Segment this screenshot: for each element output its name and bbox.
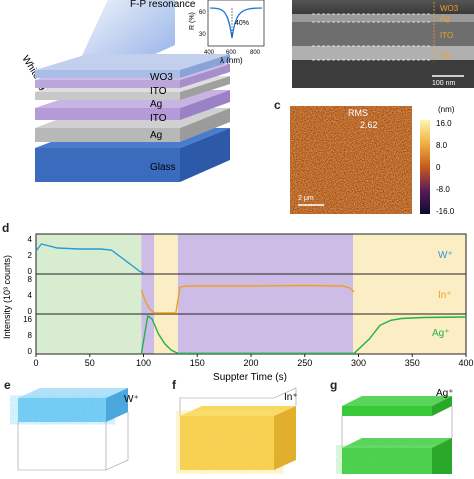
afm-rms-value: 2.62 [360, 120, 378, 130]
panel-letter-g: g [330, 378, 338, 392]
y-tick-label-2-0: 16 [23, 315, 32, 324]
x-tick-label-1: 50 [85, 358, 95, 368]
layer-label-ag-bottom: Ag [150, 130, 162, 141]
y-tick-label-0-1: 2 [28, 251, 33, 260]
reflectance-inset: 40% R (%) 60 30 400 600 800 λ (nm) [189, 0, 265, 65]
afm-map: RMS 2.62 2 μm (nm) 16.0 8.0 0 -8.0 -16.0 [290, 105, 455, 216]
sem-label-wo3: WO3 [440, 4, 459, 13]
y-tick-label-2-1: 8 [28, 331, 33, 340]
cbar-tick-m16: -16.0 [436, 207, 455, 216]
ion-label-w: W⁺ [124, 394, 139, 405]
x-tick-label-0: 0 [33, 358, 38, 368]
layer-label-ag-top: Ag [150, 99, 162, 110]
sem-label-ag-bottom: Ag [440, 50, 450, 59]
y-tick-label-1-1: 4 [28, 291, 33, 300]
x-tick-label-2: 100 [136, 358, 151, 368]
inset-xtick-400: 400 [204, 50, 215, 56]
ion-map-w: W⁺ [17, 388, 139, 471]
x-tick-label-6: 300 [351, 358, 366, 368]
ion-label-ag: Ag⁺ [436, 388, 454, 399]
panel-e: W⁺ [10, 386, 170, 474]
region-4 [353, 234, 466, 354]
y-tick-label-0-2: 0 [28, 267, 33, 276]
layer-label-wo3: WO3 [150, 72, 173, 83]
reflectance-curve [209, 7, 263, 39]
cbar-tick-0: 0 [436, 163, 441, 172]
panel-letter-c: c [274, 98, 281, 112]
panel-a-title: F-P resonance [130, 0, 196, 10]
series-line-1 [140, 284, 355, 314]
cbar-tick-16: 16.0 [436, 119, 452, 128]
chart-ylabel: Intensity (10³ counts) [2, 255, 12, 339]
afm-unit: (nm) [438, 106, 455, 114]
panel-d: 0 50 100 150 200 250 300 350 400 4 2 0 8 4 0 16 8 0 Inten… [0, 222, 474, 384]
inset-xtick-800: 800 [250, 50, 261, 56]
layer-label-ito-top: ITO [150, 86, 167, 97]
sem-label-ito: ITO [440, 31, 453, 40]
panel-letter-d: d [2, 221, 10, 235]
afm-scalebar-label: 2 μm [298, 195, 314, 202]
ion-map-ag: Ag⁺ [341, 388, 454, 474]
panel-c: RMS 2.62 2 μm (nm) 16.0 8.0 0 -8.0 -16.0 [290, 105, 474, 218]
legend-ag: Ag⁺ [432, 328, 450, 339]
y-tick-label-1-0: 8 [28, 275, 33, 284]
inset-ylabel: R (%) [189, 12, 196, 30]
series-line-0 [35, 243, 144, 274]
inset-ytick-60: 60 [199, 10, 206, 16]
layer-label-ito-bottom: ITO [150, 113, 167, 124]
afm-colorbar [420, 120, 430, 214]
region-1 [141, 234, 155, 354]
panel-letter-e: e [4, 378, 11, 392]
x-tick-label-3: 150 [190, 358, 205, 368]
ion-map-in: In⁺ [179, 387, 298, 470]
cbar-tick-m8: -8.0 [436, 185, 450, 194]
light-beam [80, 0, 175, 70]
y-tick-label-1-2: 0 [28, 307, 33, 316]
panel-letter-f: f [172, 378, 176, 392]
sem-scalebar-label: 100 nm [432, 80, 456, 87]
x-tick-label-4: 200 [243, 358, 258, 368]
legend-w: W⁺ [438, 250, 453, 261]
inset-annotation: 40% [235, 20, 249, 27]
sem-image: WO3 Ag ITO Ag 100 nm [292, 0, 474, 88]
region-3 [177, 234, 354, 354]
inset-ytick-30: 30 [199, 32, 206, 38]
chart-xlabel: Suppter Time (s) [213, 372, 287, 383]
cbar-tick-8: 8.0 [436, 141, 448, 150]
region-0 [36, 234, 142, 354]
afm-rms-label: RMS [348, 108, 368, 118]
layer-label-glass: Glass [150, 162, 176, 173]
inset-xtick-600: 600 [226, 50, 237, 56]
panel-a: White light F-P resonance [0, 0, 275, 210]
y-tick-label-2-2: 0 [28, 347, 33, 356]
legend-in: In⁺ [438, 290, 452, 301]
inset-xlabel: λ (nm) [220, 56, 243, 65]
layer-stack [35, 54, 230, 182]
x-tick-label-8: 400 [458, 358, 473, 368]
sem-label-ag-top: Ag [440, 14, 450, 23]
x-tick-label-5: 250 [297, 358, 312, 368]
region-2 [154, 234, 178, 354]
series-line-2 [140, 314, 467, 355]
stack-schematic: White light F-P resonance [19, 0, 265, 182]
panel-g: Ag⁺ [336, 386, 474, 474]
series-lines [35, 243, 467, 355]
ion-label-in: In⁺ [284, 392, 298, 403]
y-tick-label-0-0: 4 [28, 235, 33, 244]
x-tick-label-7: 350 [405, 358, 420, 368]
background-regions [36, 234, 466, 354]
panel-b: WO3 Ag ITO Ag 100 nm [292, 0, 474, 88]
panel-f: In⁺ [176, 386, 326, 474]
